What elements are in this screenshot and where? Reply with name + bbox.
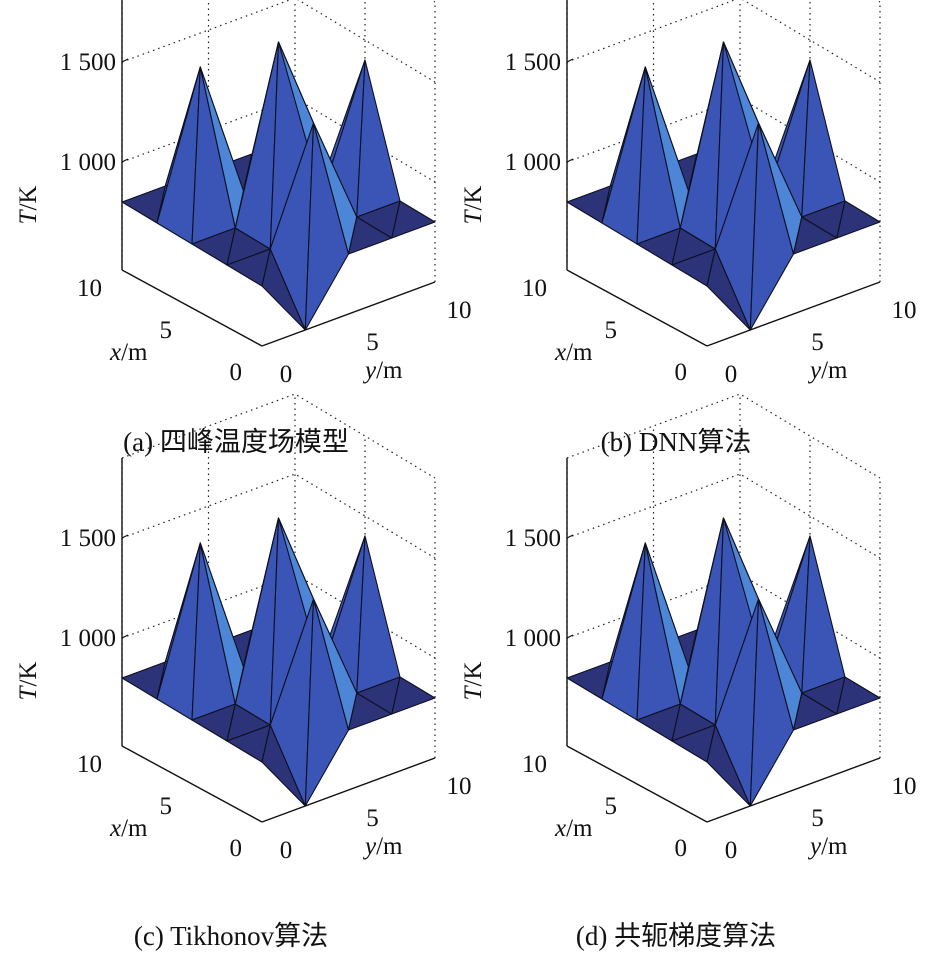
surface-facet [391,200,436,239]
y-axis [706,281,881,347]
x-axis [566,745,708,823]
x-axis-label: x/m [554,339,593,366]
z-tick [121,634,129,639]
chart-panel-c: 1 500 1 000 T/K 10 5 0 x/m 0 5 10 y/m (c) Tikhonov… [0,393,472,952]
chart-panel-b: 1 500 1 000 T/K 10 5 0 x/m 0 5 10 y/m (b) DNN算法 [445,0,917,476]
axis-labels: 1 500 1 000 T/K 10 5 0 x/m 0 5 10 y/m [15,525,472,864]
grid-line [566,0,881,83]
x-tick-label: 0 [230,359,243,386]
surface-facet [801,535,846,694]
x-tick-label: 0 [675,835,688,862]
surface-facet [356,59,401,218]
y-axis-label: y/m [807,833,848,860]
y-axis-label: y/m [362,357,403,384]
z-tick-label: 1 000 [60,625,116,652]
z-tick-label: 1 000 [505,625,561,652]
x-tick-label: 10 [77,275,102,302]
surface [566,41,881,331]
y-axis [706,757,881,823]
x-tick-label: 5 [160,317,173,344]
grid-line [430,0,436,3]
x-tick-label: 0 [675,359,688,386]
surface-facet [801,59,846,218]
y-tick-label: 10 [892,297,917,324]
z-tick-label: 1 000 [505,149,561,176]
y-tick-label: 10 [892,773,917,800]
z-axis-label: T/K [460,662,487,701]
z-tick [121,534,129,539]
y-tick-label: 0 [280,837,293,864]
surface-plot-d: 1 500 1 000 T/K 10 5 0 x/m 0 5 10 y/m [460,393,917,864]
x-tick-label: 5 [160,793,173,820]
z-tick [566,158,574,163]
y-tick-label: 5 [366,805,379,832]
x-tick-label: 10 [77,751,102,778]
surface [121,517,436,807]
surface [121,41,436,331]
grid-line [121,0,436,83]
axis-labels: 1 500 1 000 T/K 10 5 0 x/m 0 5 10 y/m [460,525,917,864]
grid-line [566,393,881,479]
x-tick-label: 5 [605,317,618,344]
z-axis-label: T/K [460,186,487,225]
y-tick-label: 0 [725,361,738,388]
y-tick-label: 5 [366,329,379,356]
z-tick-label: 1 500 [505,49,561,76]
grid-line [121,473,436,559]
axis-labels: 1 500 1 000 T/K 10 5 0 x/m 0 5 10 y/m [460,49,917,388]
z-tick-label: 1 500 [60,525,116,552]
y-axis-label: y/m [807,357,848,384]
surface-facet [836,676,881,715]
caption-c: (c) Tikhonov算法 [133,921,329,951]
z-tick [566,58,574,63]
caption-a: (a) 四峰温度场模型 [123,427,349,457]
y-tick-label: 10 [447,297,472,324]
y-tick-label: 5 [811,805,824,832]
chart-panel-a: 1 500 1 000 T/K 10 5 0 x/m 0 5 10 y/m (a) 四峰温度场模型 [0,0,472,476]
surface-plot-b: 1 500 1 000 T/K 10 5 0 x/m 0 5 10 y/m [460,0,917,388]
x-axis [566,269,708,347]
y-tick-label: 0 [280,361,293,388]
z-tick-label: 1 500 [60,49,116,76]
grid-line [121,393,436,479]
chart-panel-d: 1 500 1 000 T/K 10 5 0 x/m 0 5 10 y/m (d) 共轭梯度算法 [445,393,917,952]
caption-b: (b) DNN算法 [600,427,752,457]
y-axis [261,281,436,347]
z-tick [566,534,574,539]
grid-line [566,473,881,559]
y-tick-label: 10 [447,773,472,800]
surface-facet [391,676,436,715]
y-tick-label: 5 [811,329,824,356]
caption-d: (d) 共轭梯度算法 [575,921,777,951]
z-tick [121,158,129,163]
x-axis-label: x/m [109,815,148,842]
surface-facet [356,535,401,694]
x-tick-label: 0 [230,835,243,862]
z-tick-label: 1 500 [505,525,561,552]
x-tick-label: 10 [522,751,547,778]
grid-line [875,0,881,3]
x-axis [121,745,263,823]
z-axis-label: T/K [15,186,42,225]
y-tick-label: 0 [725,837,738,864]
z-tick [121,58,129,63]
surface-plot-a: 1 500 1 000 T/K 10 5 0 x/m 0 5 10 y/m [15,0,472,388]
y-axis-label: y/m [362,833,403,860]
z-axis-label: T/K [15,662,42,701]
x-axis-label: x/m [109,339,148,366]
y-axis [261,757,436,823]
x-tick-label: 5 [605,793,618,820]
x-axis [121,269,263,347]
x-tick-label: 10 [522,275,547,302]
z-tick [566,634,574,639]
surface [566,517,881,807]
surface-plot-c: 1 500 1 000 T/K 10 5 0 x/m 0 5 10 y/m [15,393,472,864]
surface-facet [836,200,881,239]
x-axis-label: x/m [554,815,593,842]
z-tick-label: 1 000 [60,149,116,176]
axis-labels: 1 500 1 000 T/K 10 5 0 x/m 0 5 10 y/m [15,49,472,388]
